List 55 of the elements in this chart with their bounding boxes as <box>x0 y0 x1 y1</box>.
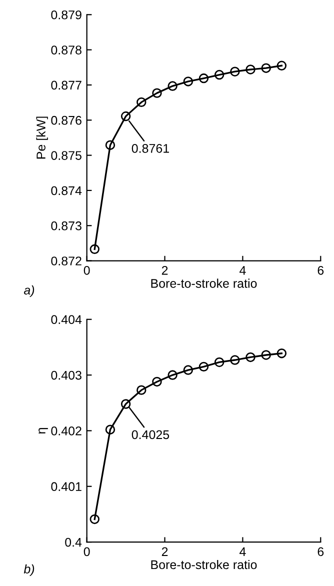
text: b) <box>24 564 34 576</box>
y-tick-label: 0.874 <box>51 186 82 196</box>
x-tick-label: 4 <box>240 547 246 556</box>
point <box>152 376 162 387</box>
y-axis-title: η <box>38 428 48 434</box>
y-tick-label: 0.872 <box>51 256 82 266</box>
point <box>230 66 240 76</box>
x-axis-title: Bore-to-stroke ratio <box>151 560 257 570</box>
point <box>168 81 178 91</box>
point <box>246 352 256 362</box>
y-tick-label: 0.876 <box>51 116 82 125</box>
point <box>183 365 194 375</box>
point <box>261 63 271 73</box>
y-tick-label: 0.878 <box>51 46 82 54</box>
y-tick-label: 0.877 <box>51 80 82 90</box>
point <box>183 76 194 86</box>
point <box>246 64 256 74</box>
point <box>105 140 116 150</box>
point <box>136 97 146 108</box>
point <box>120 111 131 122</box>
x-tick-label: 6 <box>318 266 324 275</box>
x-axis-title: Bore-to-stroke ratio <box>151 278 257 288</box>
point <box>214 357 224 368</box>
x-tick-label: 2 <box>162 547 168 556</box>
point <box>198 73 209 84</box>
y-axis-title: Pe [kW] <box>36 116 48 159</box>
point <box>168 370 178 380</box>
x-tick-label: 2 <box>162 266 168 275</box>
y-tick-label: 0.879 <box>51 10 82 20</box>
point <box>276 60 287 70</box>
x-tick-label: 0 <box>84 266 90 275</box>
point <box>90 514 100 524</box>
point <box>276 348 287 358</box>
annotation: 0.4025 <box>132 430 170 440</box>
y-tick-label: 0.4 <box>65 538 82 547</box>
point <box>230 355 240 365</box>
point <box>105 424 116 434</box>
annotation: 0.8761 <box>132 144 169 153</box>
y-tick-label: 0.402 <box>51 426 82 436</box>
point <box>198 362 209 372</box>
point <box>90 244 100 254</box>
x-tick-label: 0 <box>84 547 90 556</box>
y-tick-label: 0.403 <box>51 370 82 380</box>
x-tick-label: 4 <box>240 266 246 275</box>
point <box>152 88 162 98</box>
point <box>136 385 146 395</box>
point <box>261 350 271 360</box>
y-tick-label: 0.404 <box>51 315 82 324</box>
y-tick-label: 0.401 <box>51 482 82 492</box>
point <box>214 70 224 80</box>
text: a) <box>24 285 34 298</box>
y-tick-label: 0.875 <box>51 151 82 160</box>
x-tick-label: 6 <box>318 547 324 556</box>
point <box>120 399 131 409</box>
y-tick-label: 0.873 <box>51 221 82 230</box>
